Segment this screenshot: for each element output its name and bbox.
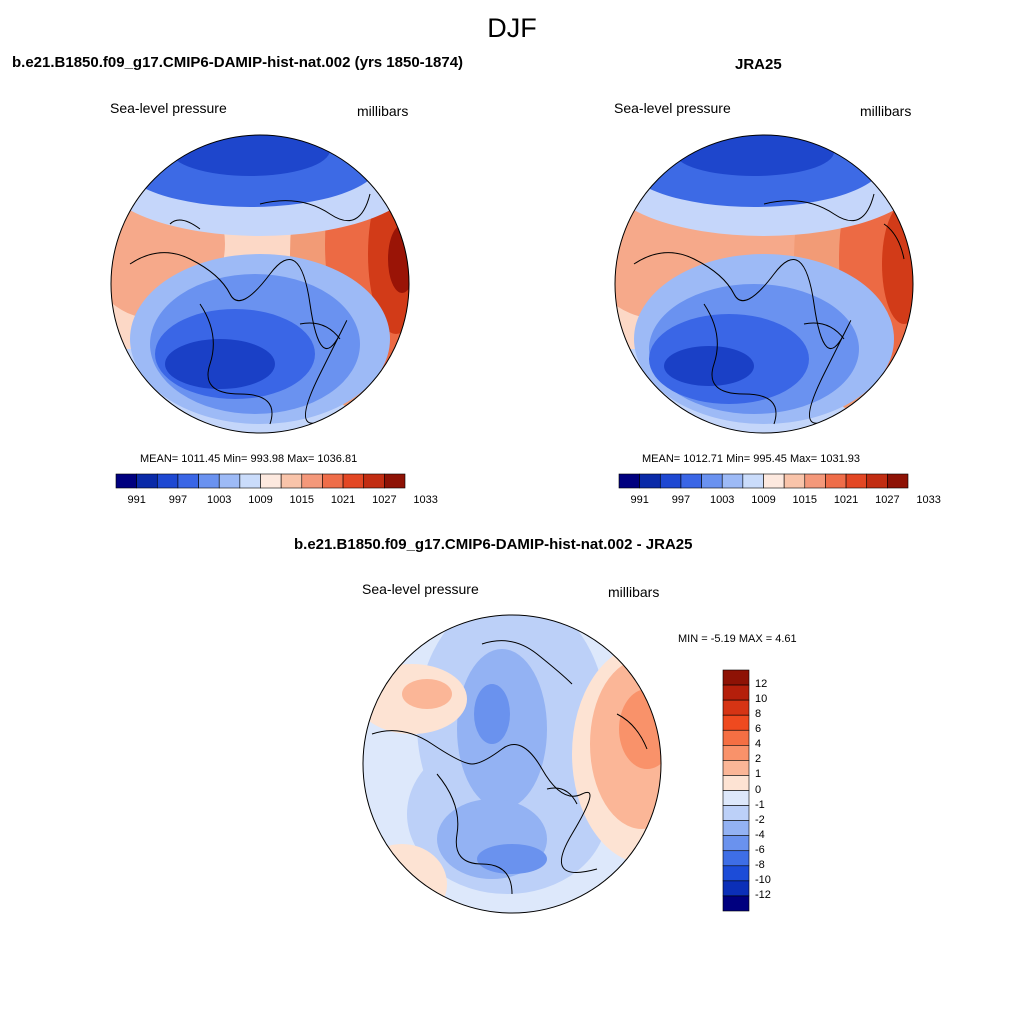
colorbar-tick-label: 1009 — [751, 494, 776, 506]
colorbar-tick-label: 1015 — [289, 494, 315, 506]
colorbar-tick-label: 1027 — [875, 494, 900, 506]
colorbar-tick-label: 8 — [755, 708, 762, 721]
panel-3-colorbar-ticks: 12 10 8 6 4 2 1 0 -1 -2 -4 -6 -8 -10 -12 — [755, 670, 795, 911]
panel-1-units-label: millibars — [357, 103, 409, 119]
colorbar-tick-label: 1003 — [206, 494, 232, 506]
panel-1-title: b.e21.B1850.f09_g17.CMIP6-DAMIP-hist-nat… — [12, 54, 464, 71]
colorbar-tick-label: 997 — [671, 494, 691, 506]
panel-2-stats: MEAN= 1012.71 Min= 995.45 Max= 1031.93 — [642, 453, 861, 465]
colorbar-swatch — [701, 473, 723, 489]
colorbar-swatch — [722, 865, 750, 882]
colorbar-swatch — [218, 473, 241, 489]
colorbar-swatch — [198, 473, 220, 489]
colorbar-swatch — [280, 473, 303, 489]
panel-2-units-label: millibars — [860, 103, 912, 119]
colorbar-tick-label: 1033 — [916, 494, 941, 506]
colorbar-swatch — [156, 473, 179, 489]
panel-3-title: b.e21.B1850.f09_g17.CMIP6-DAMIP-hist-nat… — [294, 536, 693, 553]
panel-3-variable-label: Sea-level pressure — [362, 581, 479, 597]
colorbar-tick-label: 1021 — [330, 494, 356, 506]
colorbar-tick-label: 997 — [168, 494, 188, 506]
colorbar-tick-label: 12 — [755, 678, 768, 691]
colorbar-tick-label: 1021 — [833, 494, 859, 506]
colorbar-swatch — [301, 473, 323, 489]
colorbar-swatch — [722, 760, 750, 776]
colorbar-tick-label: -10 — [755, 873, 771, 886]
colorbar-swatch — [722, 699, 750, 716]
panel-1-variable-label: Sea-level pressure — [110, 100, 227, 116]
colorbar-swatch — [680, 473, 702, 489]
colorbar-swatch — [136, 473, 158, 489]
panel-1-polar-map — [110, 134, 410, 434]
colorbar-swatch — [722, 850, 750, 867]
colorbar-tick-label: 991 — [630, 494, 649, 506]
colorbar-tick-label: 1009 — [248, 494, 273, 506]
panel-2-title: JRA25 — [735, 56, 782, 73]
colorbar-swatch — [722, 895, 750, 912]
colorbar-swatch — [721, 473, 744, 489]
colorbar-swatch — [722, 745, 750, 761]
colorbar-tick-label: 6 — [755, 723, 762, 736]
colorbar-tick-label: 2 — [755, 753, 762, 766]
colorbar-swatch — [763, 473, 785, 489]
colorbar-swatch — [887, 473, 909, 489]
colorbar-tick-label: 1003 — [709, 494, 735, 506]
colorbar-tick-label: 10 — [755, 693, 768, 706]
colorbar-tick-label: 1027 — [372, 494, 397, 506]
panel-2-colorbar — [618, 473, 909, 489]
colorbar-tick-label: 991 — [127, 494, 146, 506]
colorbar-swatch — [363, 473, 385, 489]
panel-3-colorbar — [722, 669, 750, 912]
colorbar-tick-label: 4 — [755, 738, 762, 751]
colorbar-tick-label: 1033 — [413, 494, 438, 506]
colorbar-tick-label: 1 — [755, 768, 762, 781]
colorbar-tick-label: -8 — [755, 858, 765, 871]
panel-2-colorbar-ticks: 991 997 1003 1009 1015 1021 1027 1033 — [619, 494, 940, 510]
panel-3-polar-map — [362, 614, 662, 914]
colorbar-swatch — [825, 473, 847, 489]
colorbar-swatch — [722, 835, 750, 852]
figure-title: DJF — [487, 13, 537, 43]
colorbar-swatch — [722, 820, 750, 836]
colorbar-tick-label: -12 — [755, 888, 771, 901]
panel-1-stats: MEAN= 1011.45 Min= 993.98 Max= 1036.81 — [140, 453, 358, 465]
colorbar-swatch — [722, 880, 750, 897]
colorbar-swatch — [659, 473, 682, 489]
colorbar-swatch — [866, 473, 888, 489]
colorbar-tick-label: -2 — [755, 813, 765, 826]
colorbar-swatch — [804, 473, 826, 489]
colorbar-swatch — [783, 473, 806, 489]
panel-2-polar-map — [614, 134, 914, 434]
panel-2-variable-label: Sea-level pressure — [614, 100, 731, 116]
colorbar-swatch — [722, 805, 750, 821]
colorbar-swatch — [260, 473, 282, 489]
colorbar-swatch — [639, 473, 661, 489]
panel-1-colorbar-ticks: 991 997 1003 1009 1015 1021 1027 1033 — [116, 494, 437, 510]
colorbar-tick-label: 0 — [755, 783, 762, 796]
colorbar-swatch — [342, 473, 365, 489]
colorbar-swatch — [618, 473, 640, 489]
colorbar-swatch — [239, 473, 261, 489]
colorbar-swatch — [722, 775, 750, 791]
colorbar-swatch — [722, 729, 750, 746]
colorbar-swatch — [722, 714, 750, 731]
colorbar-swatch — [322, 473, 344, 489]
colorbar-swatch — [722, 669, 750, 686]
colorbar-swatch — [384, 473, 406, 489]
panel-3-stats: MIN = -5.19 MAX = 4.61 — [678, 633, 797, 645]
panel-3-units-label: millibars — [608, 584, 660, 600]
colorbar-tick-label: -1 — [755, 798, 765, 811]
colorbar-swatch — [722, 790, 750, 806]
colorbar-tick-label: -4 — [755, 828, 765, 841]
colorbar-swatch — [115, 473, 137, 489]
colorbar-tick-label: 1015 — [792, 494, 818, 506]
colorbar-swatch — [845, 473, 868, 489]
colorbar-tick-label: -6 — [755, 843, 765, 856]
colorbar-swatch — [722, 684, 750, 701]
colorbar-swatch — [742, 473, 764, 489]
panel-1-colorbar — [115, 473, 406, 489]
colorbar-swatch — [177, 473, 199, 489]
